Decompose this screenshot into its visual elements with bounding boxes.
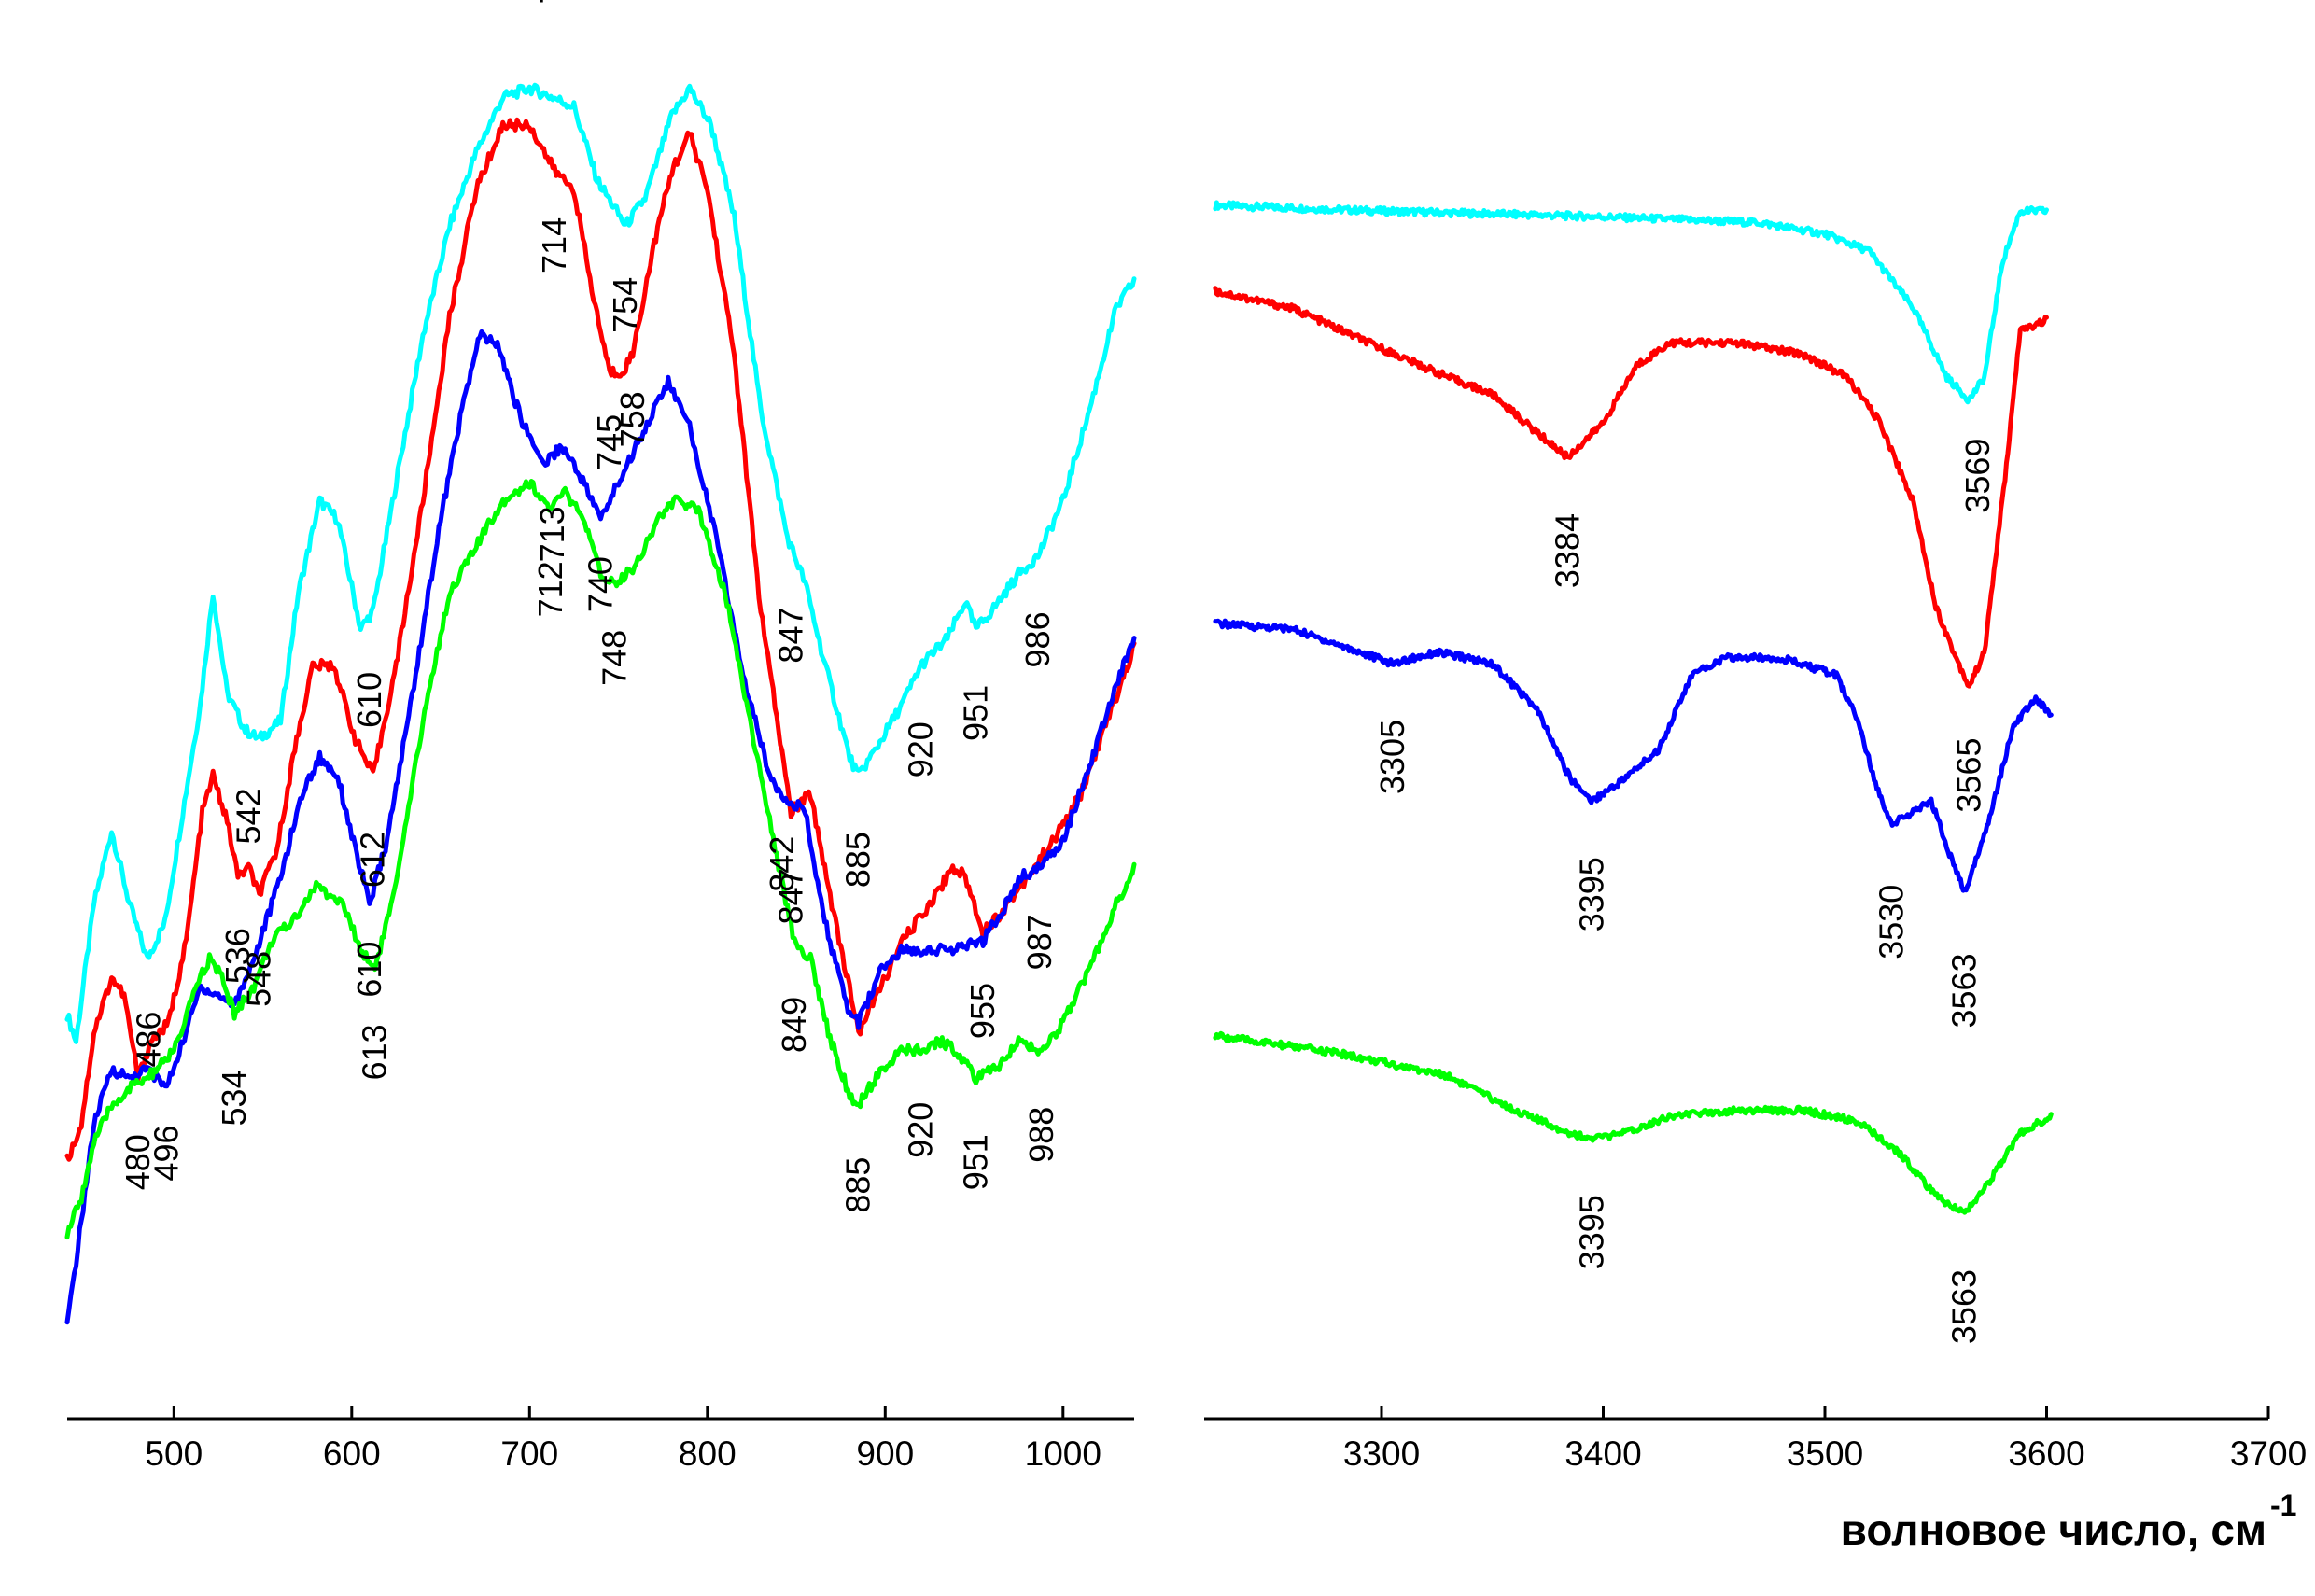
left-peak-label: 713 bbox=[533, 506, 571, 562]
x-axis-title: волновое число, см -1 bbox=[1841, 1489, 2297, 1554]
left-x-tick-label: 800 bbox=[679, 1435, 737, 1473]
right-peak-label: 3563 bbox=[1945, 1269, 1984, 1344]
left-peak-label: 885 bbox=[839, 1157, 877, 1213]
left-spectrum-line-2 bbox=[64, 117, 1137, 1162]
left-x-tick-label: 1000 bbox=[1025, 1435, 1101, 1473]
right-spectrum-line-2 bbox=[1213, 286, 2049, 689]
left-peak-label: 920 bbox=[901, 1102, 939, 1158]
right-x-tick-label: 3500 bbox=[1787, 1435, 1863, 1473]
left-peak-label: 745 bbox=[590, 414, 628, 470]
left-peak-label: 542 bbox=[229, 788, 267, 844]
right-peak-label: 3569 bbox=[1958, 439, 1997, 513]
left-peak-label: 610 bbox=[350, 942, 388, 998]
right-peak-label: 3563 bbox=[1945, 953, 1984, 1028]
right-x-tick-label: 3700 bbox=[2230, 1435, 2307, 1473]
left-peak-label: 610 bbox=[350, 672, 388, 728]
left-peak-label: 714 bbox=[535, 217, 573, 273]
right-peak-label: 3395 bbox=[1573, 1195, 1611, 1269]
left-peak-label: 534 bbox=[215, 1070, 253, 1126]
left-peak-label: 486 bbox=[130, 1012, 168, 1068]
left-peak-label: 920 bbox=[901, 721, 939, 777]
right-x-tick-label: 3600 bbox=[2008, 1435, 2084, 1473]
right-spectra-panel: 3300 3400 3500 3600 3700 3384 3569 3305 3395 3530… bbox=[1204, 200, 2307, 1473]
left-peak-label: 748 bbox=[596, 630, 634, 686]
left-peak-label: 754 bbox=[606, 277, 644, 333]
left-x-tick-label: 900 bbox=[856, 1435, 914, 1473]
left-x-tick-label: 500 bbox=[145, 1435, 203, 1473]
left-peak-label: 496 bbox=[147, 1126, 186, 1182]
left-peak-label: 986 bbox=[1018, 611, 1057, 667]
left-spectra-panel: 500 600 700 800 900 1000 486 542 610 713 754 847 885… bbox=[64, 0, 1137, 1473]
left-peak-label: 612 bbox=[354, 832, 392, 888]
left-spectrum-line-4 bbox=[64, 479, 1137, 1240]
right-peak-label: 3305 bbox=[1373, 720, 1411, 794]
left-x-tick-label: 700 bbox=[500, 1435, 558, 1473]
left-spectrum-line-1 bbox=[64, 82, 1137, 1044]
left-peak-label: 613 bbox=[356, 1024, 394, 1080]
left-peak-label: 988 bbox=[1022, 1107, 1060, 1163]
left-peak-label: 847 bbox=[771, 868, 809, 924]
left-peak-label: 712 bbox=[531, 561, 569, 617]
right-spectrum-line-3 bbox=[1213, 618, 2054, 893]
right-spectrum-line-1 bbox=[1213, 200, 2049, 405]
right-x-tick-label: 3300 bbox=[1343, 1435, 1420, 1473]
left-x-tick-label: 600 bbox=[323, 1435, 381, 1473]
right-peak-label: 3395 bbox=[1573, 857, 1611, 931]
x-axis-title-text: волновое число, см bbox=[1841, 1505, 2266, 1554]
right-peak-label: 3384 bbox=[1549, 513, 1587, 588]
left-peak-label: 740 bbox=[582, 556, 620, 612]
left-peak-label: 951 bbox=[957, 685, 995, 741]
right-spectrum-line-4 bbox=[1213, 1030, 2054, 1215]
left-peak-label: 536 bbox=[218, 928, 257, 984]
left-peak-label: 987 bbox=[1020, 914, 1059, 970]
left-spectrum-line-3 bbox=[64, 329, 1137, 1325]
right-peak-label: 3565 bbox=[1949, 738, 1987, 813]
left-peak-label: 951 bbox=[957, 1134, 995, 1190]
left-peak-label: 548 bbox=[240, 951, 278, 1007]
left-peak-label: 480 bbox=[119, 1134, 157, 1190]
left-peak-label: 955 bbox=[963, 983, 1002, 1039]
left-peak-label: 847 bbox=[771, 608, 809, 664]
right-x-tick-label: 3400 bbox=[1564, 1435, 1641, 1473]
left-peak-label: 842 bbox=[763, 836, 801, 892]
left-peak-label: 849 bbox=[775, 997, 813, 1053]
right-peak-label: 3530 bbox=[1872, 885, 1910, 959]
left-peak-label: 758 bbox=[613, 391, 652, 447]
x-axis-title-superscript: -1 bbox=[2270, 1489, 2296, 1522]
left-peak-label: 885 bbox=[839, 832, 877, 888]
left-peak-label: 713 bbox=[533, 0, 571, 4]
